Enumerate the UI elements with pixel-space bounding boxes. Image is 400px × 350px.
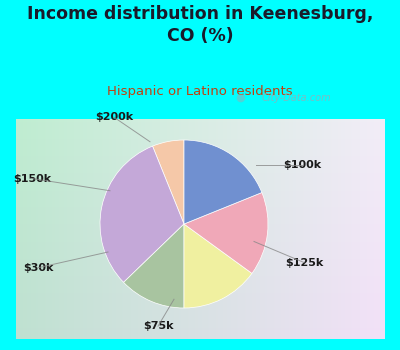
Wedge shape (100, 146, 184, 282)
Wedge shape (184, 193, 268, 273)
Wedge shape (184, 140, 262, 224)
Text: City-Data.com: City-Data.com (261, 93, 331, 103)
Wedge shape (184, 224, 252, 308)
Text: Hispanic or Latino residents: Hispanic or Latino residents (107, 85, 293, 98)
Text: $150k: $150k (13, 174, 51, 183)
Wedge shape (124, 224, 184, 308)
Text: ●: ● (235, 93, 245, 103)
Text: $100k: $100k (283, 160, 321, 169)
Wedge shape (152, 140, 184, 224)
Text: $200k: $200k (95, 112, 133, 122)
Text: Income distribution in Keenesburg,
CO (%): Income distribution in Keenesburg, CO (%… (27, 5, 373, 45)
Text: $30k: $30k (23, 263, 53, 273)
Text: $75k: $75k (143, 321, 173, 331)
Text: $125k: $125k (285, 258, 323, 267)
